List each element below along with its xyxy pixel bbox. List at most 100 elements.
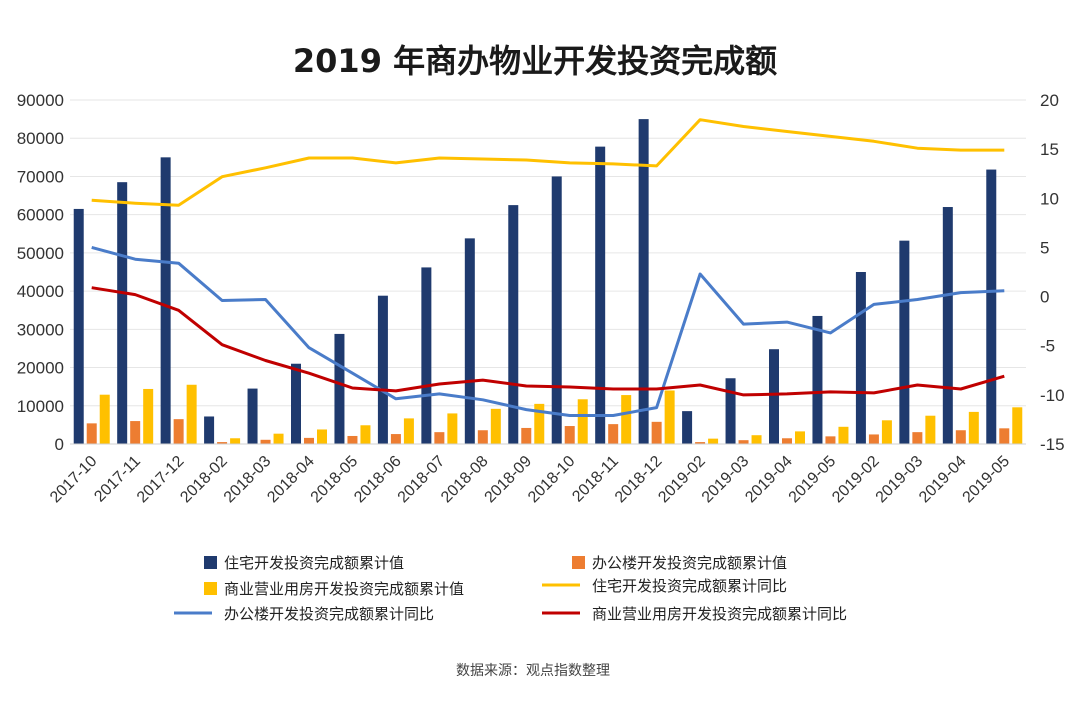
y-left-tick-label: 80000 [17,129,64,148]
y-left-tick-label: 30000 [17,320,64,339]
legend-label: 住宅开发投资完成额累计同比 [592,577,787,595]
legend-label: 办公楼开发投资完成额累计值 [592,554,787,572]
y-left-tick-label: 60000 [17,206,64,225]
bar [986,169,997,444]
bar [186,384,197,444]
y-left-tick-label: 40000 [17,282,64,301]
legend-swatch [204,582,217,595]
bar [868,434,879,444]
bar [117,182,128,444]
bar [925,415,936,444]
bar [173,419,184,444]
bar [564,426,575,444]
bar [360,425,371,444]
x-tick-label: 2019-02 [829,453,883,507]
bar [130,421,141,444]
y-left-tick-label: 10000 [17,397,64,416]
y-right-tick-label: 10 [1040,189,1059,208]
x-tick-label: 2019-02 [655,453,709,507]
bar [838,426,849,444]
bar [204,416,215,444]
legend-label: 商业营业用房开发投资完成额累计值 [224,580,464,598]
x-tick-label: 2018-06 [351,453,405,507]
bar [447,413,458,444]
bar [377,295,388,444]
legend-swatch [572,556,585,569]
y-left-tick-label: 20000 [17,359,64,378]
bar [955,430,966,444]
bar [577,399,588,444]
bar [751,435,762,444]
bar [317,429,327,444]
y-right-tick-label: -15 [1040,435,1065,454]
legend-label: 办公楼开发投资完成额累计同比 [224,605,434,623]
bar [621,395,632,444]
bar [464,238,475,444]
x-tick-label: 2018-12 [612,453,666,507]
x-tick-label: 2018-05 [308,453,362,507]
y-left-tick-label: 90000 [17,91,64,110]
bar [291,363,301,444]
bar [434,432,445,444]
x-tick-label: 2019-05 [960,453,1014,507]
bar [638,119,649,444]
legend-swatch [204,556,217,569]
bar [551,176,562,444]
bar [782,438,792,444]
bar [534,403,545,444]
bar [390,434,401,444]
source-note: 数据来源：观点指数整理 [456,663,610,679]
bar [855,272,866,444]
bar [682,411,693,444]
bar [421,267,432,444]
bar [143,388,154,444]
bar [334,333,345,444]
x-tick-label: 2018-03 [221,453,275,507]
bar [73,208,84,444]
series-line [91,118,1005,207]
x-tick-label: 2018-07 [395,453,449,507]
x-tick-label: 2017-12 [134,453,188,507]
bar [942,207,953,444]
x-tick-label: 2019-04 [742,453,796,507]
legend-label: 住宅开发投资完成额累计值 [224,554,404,572]
bar [812,315,823,444]
x-tick-label: 2018-10 [525,453,579,507]
x-tick-label: 2019-03 [699,453,753,507]
y-right-tick-label: 20 [1040,91,1059,110]
bar [769,349,779,444]
x-tick-label: 2018-02 [177,453,231,507]
x-tick-label: 2017-10 [47,453,101,507]
y-left-tick-label: 50000 [17,244,64,263]
bar [664,390,675,444]
x-tick-label: 2018-09 [482,453,536,507]
bar [230,438,241,444]
series-line [91,286,1005,397]
bar [403,418,414,444]
y-right-tick-label: -5 [1040,337,1055,356]
y-left-tick-label: 0 [55,435,64,454]
bar [881,420,892,444]
y-right-tick-label: -10 [1040,386,1065,405]
x-tick-label: 2018-08 [438,453,492,507]
bar [795,431,805,444]
bar [608,424,619,444]
x-tick-label: 2019-05 [786,453,840,507]
bar [521,427,532,444]
bar [304,437,314,444]
chart-title: 2019 年商办物业开发投资完成额 [292,42,778,80]
x-tick-label: 2019-03 [873,453,927,507]
bar [260,439,271,444]
x-tick-label: 2019-04 [916,453,970,507]
y-right-tick-label: 0 [1040,288,1049,307]
bar [651,421,662,444]
bar [968,411,979,444]
y-right-tick-label: 15 [1040,140,1059,159]
bar [99,394,110,444]
legend-label: 商业营业用房开发投资完成额累计同比 [592,605,847,623]
bar [999,428,1010,444]
y-right-tick-label: 5 [1040,238,1049,257]
bar [899,240,910,444]
